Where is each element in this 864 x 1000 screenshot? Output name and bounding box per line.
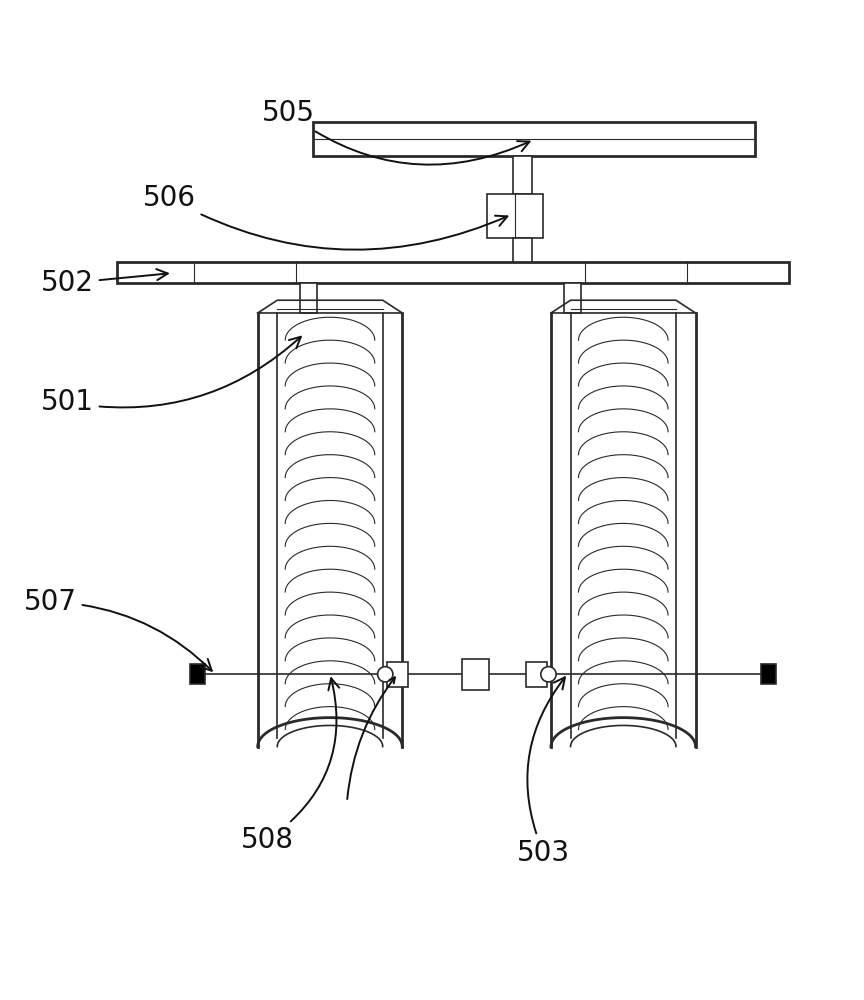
Polygon shape [551,300,696,313]
Bar [761,664,776,684]
Bar [461,659,489,690]
Bar [387,662,408,687]
Bar [300,283,317,313]
Bar [313,122,755,156]
Circle shape [541,667,556,682]
Polygon shape [257,300,403,313]
Bar [564,283,581,313]
Bar [512,238,532,266]
Text: 503: 503 [517,677,570,867]
Bar [487,194,543,238]
Text: 508: 508 [241,678,340,854]
Bar [525,662,547,687]
Text: 502: 502 [41,269,168,297]
Bar [512,156,532,194]
Circle shape [378,667,393,682]
Bar [118,262,789,283]
Text: 507: 507 [24,588,212,671]
Text: 506: 506 [143,184,507,250]
Text: 505: 505 [262,99,530,165]
Text: 501: 501 [41,337,301,416]
Bar [190,664,205,684]
